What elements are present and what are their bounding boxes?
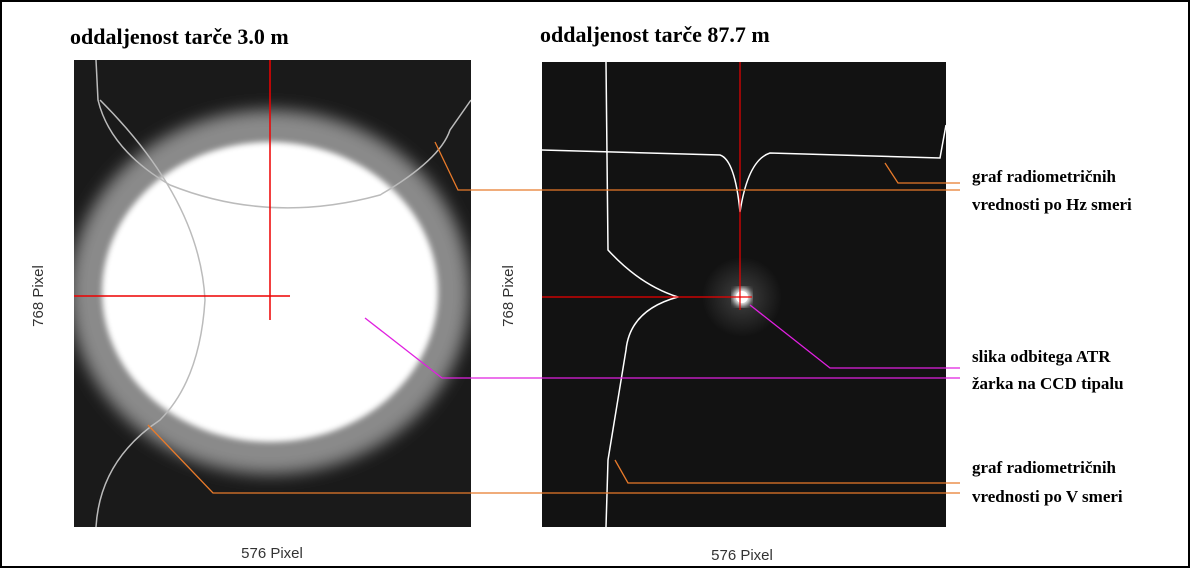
ccd-image-near <box>70 60 471 527</box>
ccd-image-far <box>542 62 946 527</box>
panel-title: oddaljenost tarče 87.7 m <box>540 22 770 47</box>
y-axis-label: 768 Pixel <box>500 265 517 327</box>
x-axis-label: 576 Pixel <box>241 545 303 562</box>
panel-title: oddaljenost tarče 3.0 m <box>70 24 289 49</box>
annotation: graf radiometričnih <box>972 458 1117 477</box>
annotation: vrednosti po V smeri <box>972 487 1123 506</box>
y-axis-label: 768 Pixel <box>30 265 47 327</box>
annotation: vrednosti po Hz smeri <box>972 195 1132 214</box>
figure: oddaljenost tarče 3.0 m oddaljenost tarč… <box>0 0 1190 568</box>
annotation: žarka na CCD tipalu <box>972 374 1124 393</box>
x-axis-label: 576 Pixel <box>711 547 773 564</box>
annotation: slika odbitega ATR <box>972 347 1111 366</box>
annotation: graf radiometričnih <box>972 167 1117 186</box>
